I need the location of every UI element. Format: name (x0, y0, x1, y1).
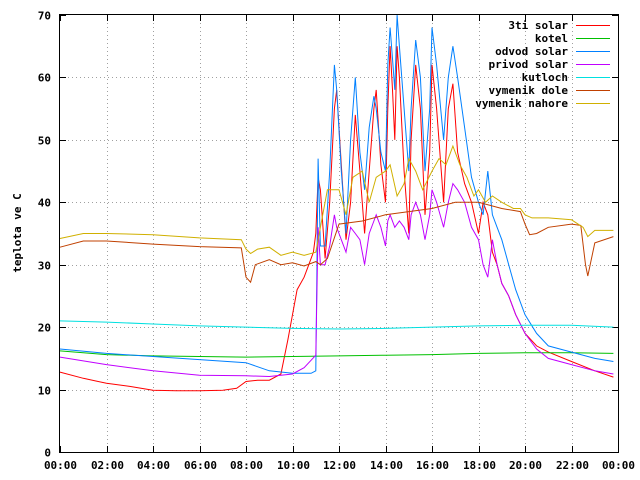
x-tick-label: 00:00 (602, 459, 635, 472)
legend-label: odvod solar (495, 45, 568, 58)
legend-label: kutloch (522, 71, 568, 84)
legend-label: kotel (535, 32, 568, 45)
y-tick-label: 0 (44, 447, 51, 460)
x-tick-label: 08:00 (230, 459, 263, 472)
plot-frame (59, 14, 619, 453)
x-tick-label: 18:00 (463, 459, 496, 472)
x-tick-label: 12:00 (323, 459, 356, 472)
y-tick-label: 30 (38, 260, 51, 273)
y-axis-label: teplota ve C (11, 193, 24, 272)
series-line (59, 144, 614, 256)
x-tick-label: 10:00 (277, 459, 310, 472)
x-tick-labels: 00:00 02:00 04:00 06:00 08:00 10:00 12:00 14:00… (44, 459, 635, 472)
y-tick-label: 20 (38, 322, 51, 335)
series-line (59, 182, 614, 378)
x-tick-label: 16:00 (416, 459, 449, 472)
legend-label: vymenik dole (489, 84, 569, 97)
series-line (59, 201, 614, 284)
y-tick-label: 40 (38, 197, 51, 210)
legend-label: privod solar (489, 58, 569, 71)
y-tick-label: 60 (38, 72, 51, 85)
y-tick-label: 50 (38, 135, 51, 148)
x-tick-label: 00:00 (44, 459, 77, 472)
grid-lines (60, 15, 618, 452)
x-tick-label: 20:00 (509, 459, 542, 472)
y-tick-label: 70 (38, 10, 51, 23)
x-tick-label: 06:00 (184, 459, 217, 472)
y-tick-label: 10 (38, 385, 51, 398)
x-tick-label: 02:00 (91, 459, 124, 472)
y-tick-labels: 0 10 20 30 40 50 60 70 (38, 10, 51, 460)
x-tick-label: 14:00 (370, 459, 403, 472)
legend-label: vymenik nahore (475, 97, 568, 110)
x-tick-label: 04:00 (137, 459, 170, 472)
series-line (59, 320, 614, 330)
series-lines (59, 14, 614, 392)
x-tick-label: 22:00 (556, 459, 589, 472)
legend-label: 3ti solar (508, 19, 568, 32)
